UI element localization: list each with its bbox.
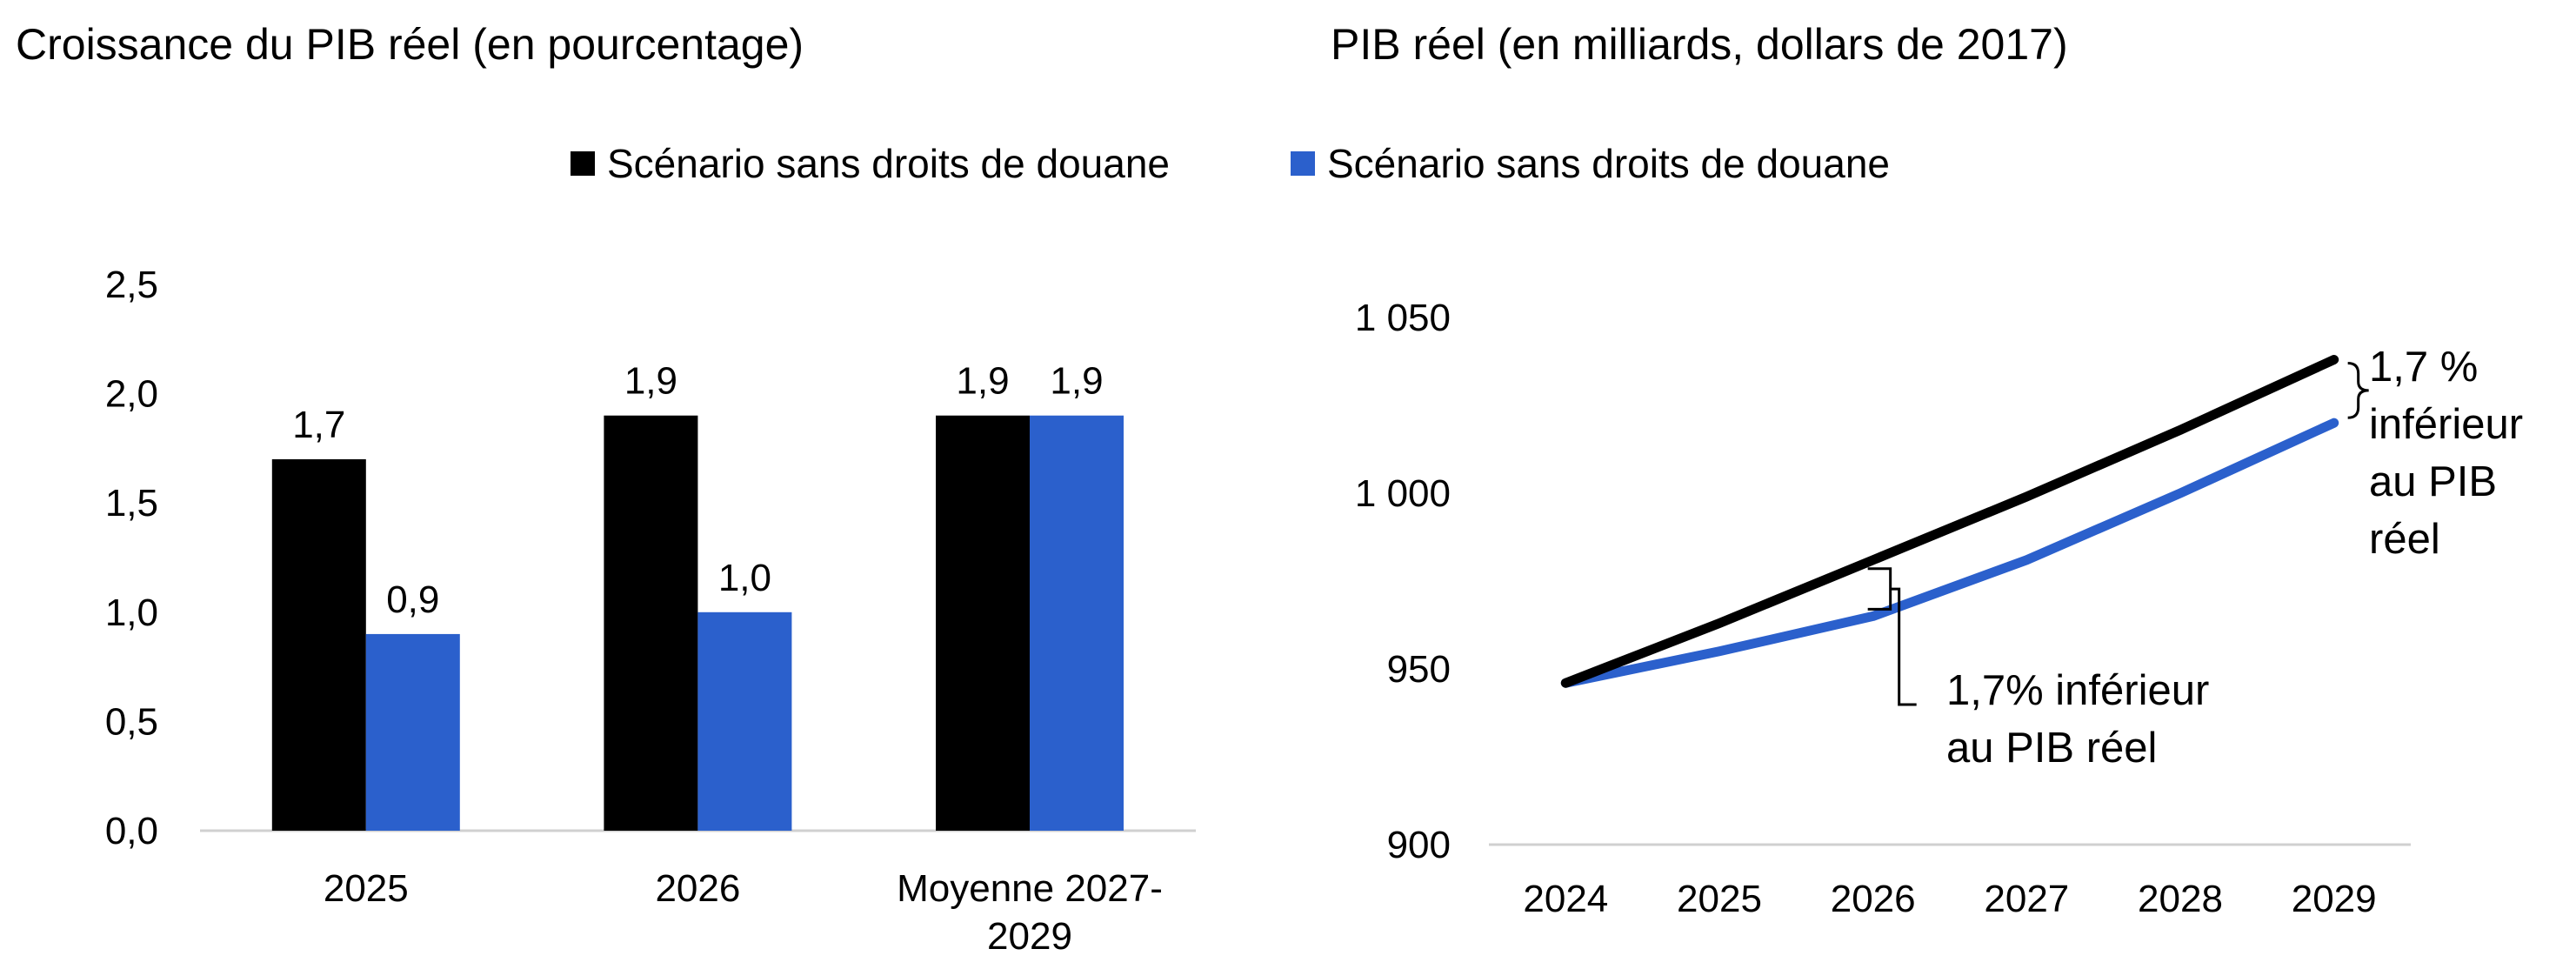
annotation-text-2029: inférieur (2369, 401, 2523, 448)
line-x-tick-label: 2024 (1523, 878, 1608, 920)
bar-blue (365, 633, 460, 831)
bar-category-label: 2025 (324, 867, 409, 910)
line-y-tick-label: 1 050 (1355, 297, 1451, 339)
annotation-text-2029: au PIB (2369, 458, 2497, 505)
bar-y-tick-label: 0,0 (105, 810, 158, 852)
left-chart-title: Croissance du PIB réel (en pourcentage) (16, 20, 804, 69)
line-x-tick-label: 2027 (1984, 878, 2069, 920)
bar-y-tick-label: 0,5 (105, 700, 158, 743)
bar-category-label: 2029 (987, 915, 1072, 958)
bar-black (271, 458, 366, 831)
bar-y-tick-label: 1,0 (105, 591, 158, 634)
line-x-tick-label: 2025 (1677, 878, 1762, 920)
bar-data-label: 1,9 (624, 360, 677, 403)
bar-blue (697, 611, 792, 831)
bar-data-label: 1,0 (718, 557, 771, 599)
bar-black (936, 415, 1030, 831)
bar-chart: 0,0 0,5 1,0 1,5 2,0 2,5 1,7 0,9 2025 1,9 1,0 2026 1,… (105, 264, 1196, 958)
bar-category-label: Moyenne 2027- (897, 867, 1163, 910)
bar-data-label: 1,7 (292, 404, 345, 446)
bar-data-label: 1,9 (956, 360, 1009, 403)
bar-black (604, 415, 698, 831)
bar-y-tick-label: 2,0 (105, 373, 158, 416)
right-chart-title: PIB réel (en milliards, dollars de 2017) (1331, 20, 2068, 69)
annotation-bracket-2026 (1867, 567, 1892, 611)
annotation-text-2029: 1,7 % (2369, 344, 2478, 391)
bar-y-tick-label: 2,5 (105, 264, 158, 306)
bar-data-label: 0,9 (386, 578, 439, 621)
line-x-tick-label: 2029 (2292, 878, 2377, 920)
legend-item-black-series: Scénario sans droits de douane (571, 141, 1170, 186)
legend-swatch-black (571, 151, 595, 176)
line-x-tick-label: 2026 (1831, 878, 1916, 920)
line-series-black (1560, 355, 2339, 688)
line-y-tick-label: 950 (1387, 648, 1451, 691)
bar-blue (1030, 415, 1124, 831)
line-chart: 900 950 1 000 1 050 2024 2025 2026 2027 2028 2029… (1355, 297, 2523, 920)
bar-data-label: 1,9 (1050, 360, 1103, 403)
line-x-tick-label: 2028 (2138, 878, 2223, 920)
bar-category-label: 2026 (655, 867, 740, 910)
legend-item-blue-series: Scénario sans droits de douane (1291, 141, 1890, 186)
annotation-brace-2029 (2347, 361, 2369, 419)
line-y-tick-label: 1 000 (1355, 472, 1451, 515)
line-y-tick-label: 900 (1387, 824, 1451, 866)
annotation-leader-2026 (1890, 587, 1917, 706)
legend-swatch-blue (1291, 151, 1315, 176)
legend-label-black: Scénario sans droits de douane (607, 141, 1170, 186)
annotation-text-2026: au PIB réel (1946, 725, 2157, 772)
legend-label-blue: Scénario sans droits de douane (1327, 141, 1890, 186)
annotation-text-2029: réel (2369, 516, 2440, 563)
bar-y-tick-label: 1,5 (105, 482, 158, 525)
line-series-blue (1560, 418, 2339, 688)
annotation-text-2026: 1,7% inférieur (1946, 667, 2209, 714)
